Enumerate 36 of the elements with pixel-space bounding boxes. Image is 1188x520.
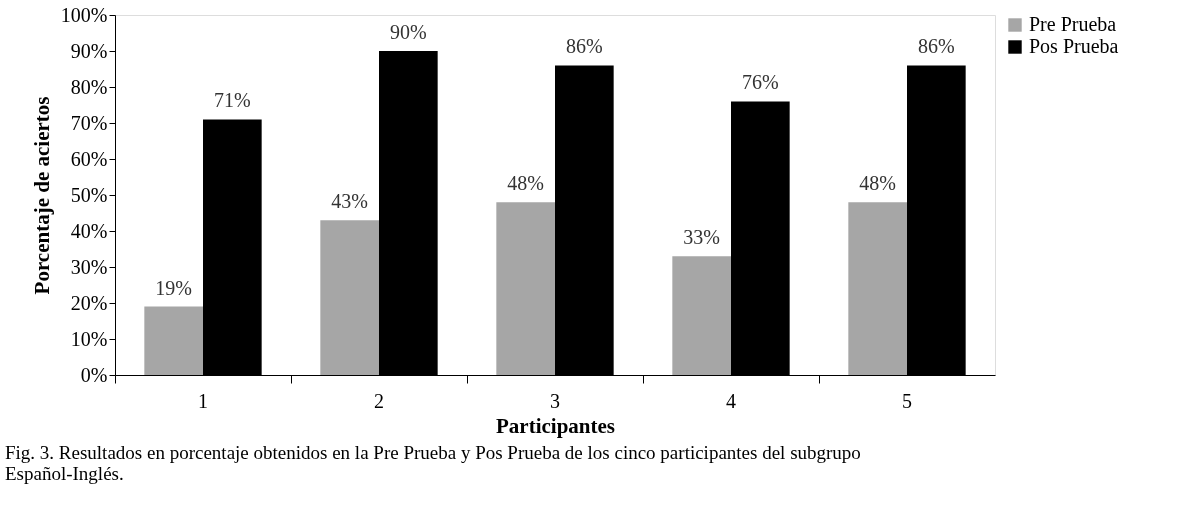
bar: [848, 202, 907, 375]
legend-label: Pre Prueba: [1029, 13, 1117, 35]
y-tick-label: 80%: [70, 75, 108, 98]
y-tick-label: 20%: [70, 291, 108, 314]
bar: [144, 306, 203, 375]
y-axis-title: Porcentaje de aciertos: [29, 96, 54, 295]
x-tick-label: 4: [726, 389, 736, 412]
caption: Fig. 3. Resultados en porcentaje obtenidos en la Pre Prueba y Pos Prueba de los cinco participantes del subgrupo Español-Inglés.: [5, 442, 861, 484]
bar: [496, 202, 555, 375]
y-tick-label: 100%: [60, 3, 108, 26]
y-tick-label: 40%: [70, 219, 108, 242]
data-label: 86%: [918, 35, 955, 58]
y-tick-label: 50%: [70, 183, 108, 206]
y-tick-label: 60%: [70, 147, 108, 170]
data-label: 19%: [155, 276, 192, 299]
data-label: 33%: [683, 226, 720, 249]
x-tick-label: 5: [902, 389, 912, 412]
y-tick-label: 10%: [70, 327, 108, 350]
x-tick-label: 1: [198, 389, 208, 412]
data-label: 76%: [742, 71, 779, 94]
data-label: 48%: [507, 172, 544, 195]
y-tick-label: 0%: [80, 363, 108, 386]
legend-label: Pos Prueba: [1029, 35, 1119, 57]
data-label: 48%: [859, 172, 896, 195]
bar: [672, 256, 731, 375]
bar: [320, 220, 379, 375]
data-label: 90%: [390, 21, 427, 43]
x-tick-label: 2: [374, 389, 384, 412]
data-label: 43%: [331, 190, 368, 213]
x-tick-label: 3: [550, 389, 560, 412]
data-label: 71%: [214, 89, 251, 112]
y-tick-label: 70%: [70, 111, 108, 134]
x-axis-title: Participantes: [496, 413, 615, 438]
y-tick-label: 30%: [70, 255, 108, 278]
y-tick-label: 90%: [70, 39, 108, 62]
data-label: 86%: [566, 35, 603, 58]
